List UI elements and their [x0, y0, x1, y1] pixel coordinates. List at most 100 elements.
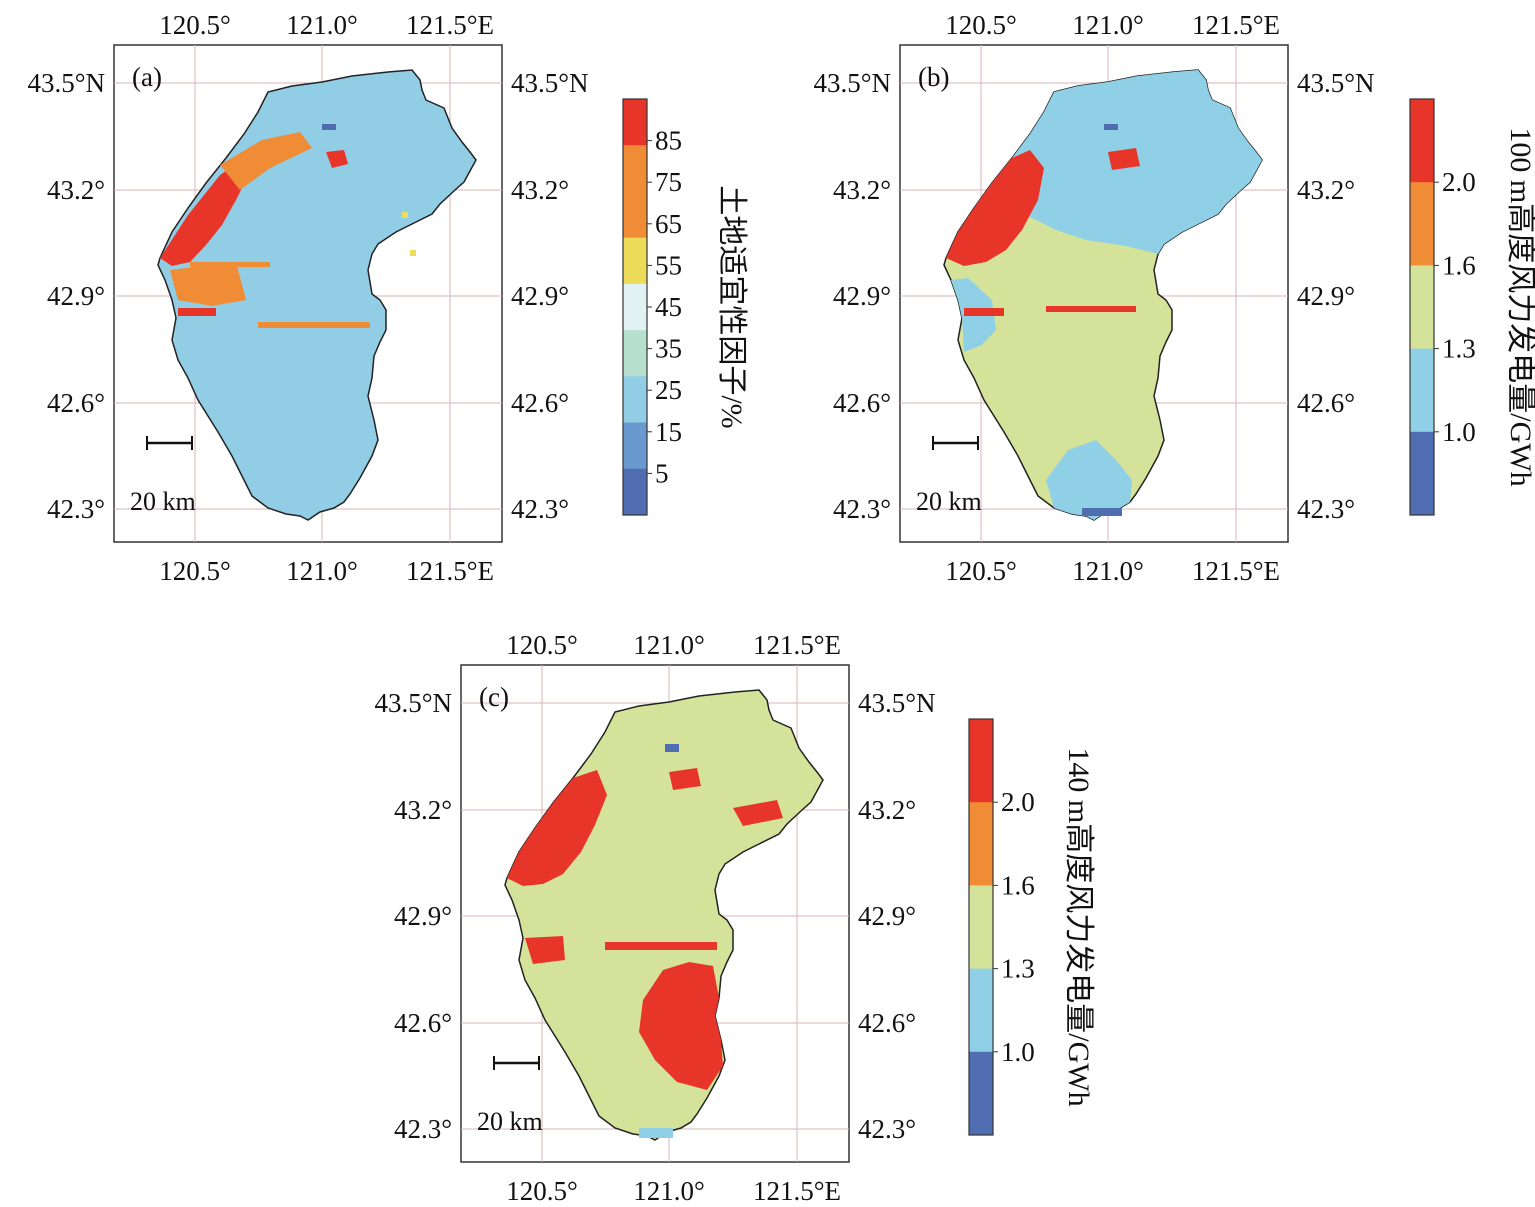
lat-label: 42.9° — [47, 281, 105, 311]
red-patch-nw — [160, 160, 250, 266]
lat-label: 42.3° — [833, 494, 891, 524]
lon-labels-top: 120.5° 121.0° 121.5°E — [159, 10, 494, 40]
scale-bar: 20 km — [916, 436, 982, 516]
colorbar-title: 土地适宜性因子/% — [715, 185, 748, 428]
darkblue-spot — [665, 744, 679, 752]
panel-label: (a) — [132, 62, 162, 92]
red-patch-east — [639, 962, 723, 1090]
colorbar-segment — [969, 719, 993, 803]
colorbar-tick-label: 85 — [655, 126, 682, 156]
colorbar-segment — [969, 885, 993, 970]
lon-label: 121.5°E — [406, 10, 494, 40]
colorbar-segment — [623, 145, 647, 192]
lon-label: 121.5°E — [753, 630, 841, 660]
colorbar-tick-label: 1.0 — [1001, 1037, 1035, 1067]
region-map — [504, 689, 824, 1141]
yellow-spot — [402, 212, 408, 218]
lon-label: 120.5° — [506, 630, 578, 660]
speckle — [322, 124, 416, 256]
darkblue-spot-2 — [1104, 124, 1118, 130]
blue-spot — [322, 124, 336, 130]
colorbar-segment — [623, 99, 647, 146]
scale-bar: 20 km — [477, 1056, 543, 1136]
lat-label: 42.3° — [1297, 494, 1355, 524]
red-band-w — [964, 308, 1004, 316]
red-patch-n — [1108, 148, 1140, 170]
lat-labels-left: 43.5°N 43.2° 42.9° 42.6° 42.3° — [813, 68, 891, 524]
lat-label: 43.2° — [858, 795, 916, 825]
panel-a: (a) 20 km 120.5° 121.0° 121.5°E 120.5° 1… — [27, 10, 748, 586]
colorbar-tick-label: 1.6 — [1001, 870, 1035, 900]
colorbar-segment — [623, 330, 647, 377]
lat-labels-right: 43.5°N 43.2° 42.9° 42.6° 42.3° — [1297, 68, 1375, 524]
lat-label: 42.9° — [394, 901, 452, 931]
red-band-mid — [605, 942, 717, 950]
colorbar-tick-label: 1.3 — [1442, 334, 1476, 364]
colorbar-frame — [968, 718, 994, 1136]
lat-labels-right: 43.5°N 43.2° 42.9° 42.6° 42.3° — [511, 68, 589, 524]
blue-zone-south — [1046, 440, 1132, 520]
lon-label: 121.0° — [633, 1176, 705, 1206]
colorbar-title: 140 m高度风力发电量/GWh — [1062, 747, 1095, 1106]
lat-label: 42.6° — [47, 388, 105, 418]
lon-labels-top: 120.5° 121.0° 121.5°E — [945, 10, 1280, 40]
lat-label: 42.6° — [858, 1008, 916, 1038]
colorbar: 85 75 65 55 45 35 25 15 5 土地适宜性因子/% — [622, 98, 748, 516]
region-base — [504, 689, 824, 1141]
orange-patch-nw — [220, 132, 312, 190]
lat-label: 43.2° — [394, 795, 452, 825]
red-band-mid — [1046, 306, 1136, 312]
red-patch-n — [326, 150, 348, 168]
lon-label: 121.5°E — [1192, 10, 1280, 40]
red-patch-sw — [525, 936, 565, 964]
colorbar-tick-label: 55 — [655, 250, 682, 280]
red-zone — [507, 768, 783, 1090]
colorbar-tick-label: 15 — [655, 417, 682, 447]
panel-b: (b) 20 km 120.5° 121.0° 121.5°E 120.5° 1… — [813, 10, 1535, 586]
colorbar-segment — [969, 1051, 993, 1136]
orange-zone — [170, 132, 370, 328]
colorbar-tick-label: 65 — [655, 209, 682, 239]
lon-labels-bottom: 120.5° 121.0° 121.5°E — [506, 1176, 841, 1206]
colorbar-title: 100 m高度风力发电量/GWh — [1504, 127, 1535, 486]
colorbar-segment — [623, 237, 647, 285]
lat-label: 43.2° — [1297, 175, 1355, 205]
region-map — [157, 69, 477, 521]
lat-label: 43.5°N — [27, 68, 105, 98]
lat-labels-left: 43.5°N 43.2° 42.9° 42.6° 42.3° — [27, 68, 105, 524]
orange-band-w — [190, 262, 270, 267]
colorbar-segment — [1410, 99, 1434, 183]
lon-labels-bottom: 120.5° 121.0° 121.5°E — [945, 556, 1280, 586]
lat-label: 42.3° — [511, 494, 569, 524]
colorbar-segment — [623, 376, 647, 424]
colorbar-tick-label: 2.0 — [1001, 787, 1035, 817]
lon-label: 120.5° — [945, 10, 1017, 40]
colorbar: 2.0 1.6 1.3 1.0 100 m高度风力发电量/GWh — [1409, 98, 1535, 516]
colorbar-tick-label: 75 — [655, 167, 682, 197]
lat-label: 42.9° — [858, 901, 916, 931]
lat-label: 43.5°N — [813, 68, 891, 98]
lat-label: 42.6° — [511, 388, 569, 418]
speckle — [639, 744, 679, 1138]
lon-label: 120.5° — [945, 556, 1017, 586]
orange-patch-w — [170, 262, 246, 306]
panel-label: (c) — [479, 682, 509, 712]
lat-label: 42.9° — [1297, 281, 1355, 311]
scale-label: 20 km — [477, 1107, 543, 1136]
map-frame — [460, 664, 850, 1163]
lat-labels-right: 43.5°N 43.2° 42.9° 42.6° 42.3° — [858, 688, 936, 1144]
colorbar: 2.0 1.6 1.3 1.0 140 m高度风力发电量/GWh — [968, 718, 1095, 1136]
colorbar-segment — [623, 191, 647, 239]
colorbar-segment — [623, 468, 647, 516]
lon-label: 121.5°E — [1192, 556, 1280, 586]
map-frame — [899, 44, 1289, 543]
colorbar-tick-label: 2.0 — [1442, 167, 1476, 197]
lon-label: 121.0° — [1072, 556, 1144, 586]
lat-label: 42.6° — [833, 388, 891, 418]
colorbar-segment — [1410, 182, 1434, 266]
lat-label: 43.5°N — [374, 688, 452, 718]
lat-label: 42.9° — [833, 281, 891, 311]
colorbar-segment — [1410, 348, 1434, 433]
red-zone — [160, 150, 348, 316]
